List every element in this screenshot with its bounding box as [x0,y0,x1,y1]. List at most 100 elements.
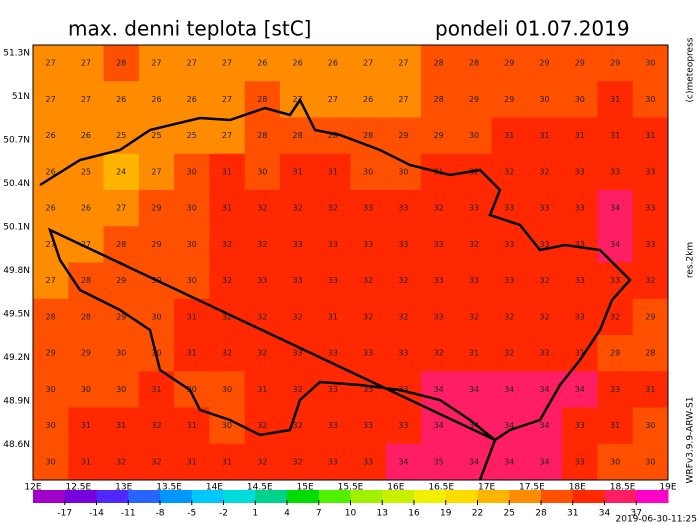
cell-value: 29 [151,240,161,249]
cell [174,81,210,118]
cell-value: 31 [257,385,267,394]
cell-value: 32 [292,421,302,430]
title: max. denni teplota [stC] [68,17,311,41]
longitude-label: 16E [387,483,404,493]
cell-value: 30 [81,385,91,394]
cell [103,335,140,372]
cell-value: 29 [610,349,620,358]
cell [350,371,387,408]
cell [632,371,669,408]
cell-value: 30 [116,385,126,394]
cell [491,226,528,263]
cell-value: 32 [398,312,408,321]
cell-value: 27 [398,59,408,68]
cell-value: 31 [81,457,91,466]
latitude-label: 48.6N [3,440,30,450]
cell-value: 33 [328,457,338,466]
cell [632,407,669,445]
cell-value: 32 [469,240,479,249]
cell-value: 31 [575,131,585,140]
cell [315,153,351,191]
cell-value: 33 [292,240,302,249]
cell [244,117,281,155]
cell [33,407,69,445]
cell-value: 32 [504,349,514,358]
cell-value: 30 [187,204,197,213]
cell-value: 28 [292,131,302,140]
cell [456,298,493,336]
cell-value: 30 [645,421,655,430]
cell-value: 32 [222,276,232,285]
colorbar-band [223,490,256,503]
cell-value: 33 [575,167,585,176]
cell-value: 30 [469,131,479,140]
cell [632,117,669,155]
copyright: (c)meteopress [686,37,696,102]
cell-value: 26 [363,95,373,104]
colorbar-label: 31 [567,509,578,519]
cell-value: 31 [328,312,338,321]
cell-value: 27 [363,59,373,68]
cell-value: 34 [539,421,549,430]
cell-value: 26 [328,59,338,68]
cell-value: 33 [645,204,655,213]
cell-value: 33 [539,349,549,358]
cell [562,45,598,82]
cell [174,298,210,336]
cell [491,335,528,372]
cell-value: 33 [363,457,373,466]
colorbar-label: 34 [599,509,611,519]
cell-value: 32 [222,240,232,249]
cell-value: 34 [469,457,479,466]
cell-value: 31 [539,131,549,140]
cell [315,443,351,481]
cell [491,371,528,408]
cell [279,298,316,336]
cell-value: 30 [645,457,655,466]
cell [33,335,69,372]
cell-value: 25 [116,131,126,140]
map-frame [32,44,669,481]
cell-value: 29 [151,204,161,213]
colorbar-band [64,490,97,503]
cell [315,371,351,408]
cell-value: 34 [539,457,549,466]
temperature-grid: 27 27 28 27 27 27 26 26 26 27 27 28 28 29 29 29 29 30 27 27… [33,45,669,481]
cell-value: 33 [610,276,620,285]
colorbar-label: -14 [89,509,104,519]
cell-value: 29 [645,312,655,321]
colorbar-band [477,490,510,503]
cell-value: 32 [434,349,444,358]
cell [456,190,493,227]
cell-value: 33 [575,240,585,249]
cell [244,45,281,82]
cell-value: 30 [187,167,197,176]
cell [244,226,281,263]
cell [350,117,387,155]
cell [597,117,634,155]
longitude-label: 16.5E [428,483,454,493]
cell [385,117,422,155]
cell-value: 26 [81,204,91,213]
cell-value: 27 [46,59,56,68]
cell [209,45,246,82]
colorbar-band [636,490,669,503]
cell-value: 31 [222,204,232,213]
colorbar-band [287,490,320,503]
cell [491,298,528,336]
cell-value: 28 [434,59,444,68]
longitude-label: 17E [478,483,495,493]
cell-value: 32 [257,421,267,430]
cell [421,45,457,82]
cell [68,335,105,372]
cell-value: 31 [292,167,302,176]
cell-value: 32 [363,312,373,321]
cell-value: 31 [610,131,620,140]
cell-value: 26 [46,167,56,176]
cell [421,298,457,336]
cell-value: 27 [187,59,197,68]
cell-value: 33 [363,385,373,394]
cell-value: 33 [328,240,338,249]
cell [138,226,175,263]
cell [33,45,69,82]
